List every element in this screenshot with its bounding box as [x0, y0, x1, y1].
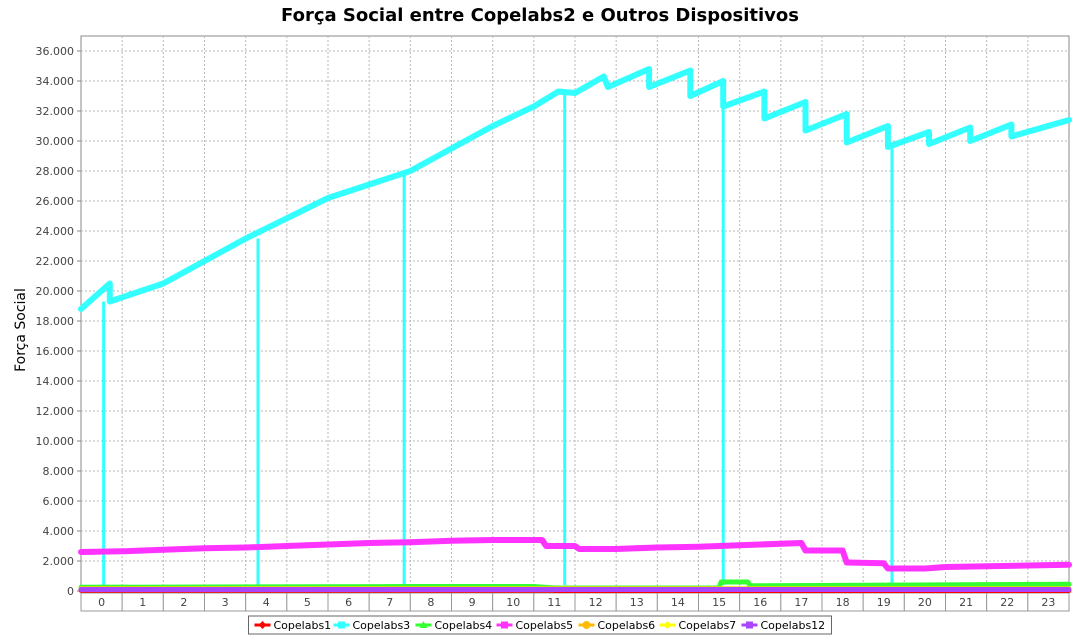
x-tick-label: 2 — [180, 596, 187, 609]
x-tick-label: 5 — [304, 596, 311, 609]
y-tick-label: 16.000 — [36, 345, 75, 358]
x-tick-label: 11 — [547, 596, 561, 609]
y-tick-label: 32.000 — [36, 105, 75, 118]
x-tick-label: 13 — [630, 596, 644, 609]
x-tick-label: 8 — [427, 596, 434, 609]
y-tick-label: 12.000 — [36, 405, 75, 418]
legend[interactable]: Copelabs1 Copelabs3 Copelabs4 Copelabs5 Cope… — [248, 615, 832, 635]
legend-label: Copelabs5 — [516, 619, 574, 632]
x-tick-label: 15 — [712, 596, 726, 609]
x-tick-label: 3 — [222, 596, 229, 609]
legend-item-copelabs4[interactable]: Copelabs4 — [415, 619, 493, 632]
legend-label: Copelabs1 — [274, 619, 332, 632]
x-tick-label: 4 — [263, 596, 270, 609]
y-tick-label: 0 — [67, 585, 74, 598]
legend-marker-icon — [746, 621, 753, 629]
legend-item-copelabs12[interactable]: Copelabs12 — [741, 619, 826, 632]
x-tick-label: 12 — [589, 596, 603, 609]
series-line — [78, 66, 1072, 312]
y-tick-label: 8.000 — [43, 465, 75, 478]
x-tick-label: 23 — [1041, 596, 1055, 609]
x-tick-label: 0 — [98, 596, 105, 609]
y-axis-label: Força Social — [13, 288, 29, 372]
y-tick-label: 22.000 — [36, 255, 75, 268]
legend-label: Copelabs3 — [353, 619, 411, 632]
x-tick-label: 22 — [1000, 596, 1014, 609]
legend-marker-icon — [258, 621, 267, 629]
x-tick-label: 14 — [671, 596, 685, 609]
legend-label: Copelabs7 — [679, 619, 737, 632]
legend-item-copelabs7[interactable]: Copelabs7 — [659, 619, 737, 632]
legend-item-copelabs3[interactable]: Copelabs3 — [333, 619, 411, 632]
legend-frame — [248, 615, 832, 635]
y-tick-label: 20.000 — [36, 285, 75, 298]
series-copelabs5 — [78, 537, 1072, 572]
y-tick-label: 6.000 — [43, 495, 75, 508]
y-tick-label: 14.000 — [36, 375, 75, 388]
y-tick-label: 24.000 — [36, 225, 75, 238]
chart-title: Força Social entre Copelabs2 e Outros Di… — [281, 5, 799, 26]
y-tick-label: 36.000 — [36, 45, 75, 58]
y-tick-label: 26.000 — [36, 195, 75, 208]
series-group — [78, 66, 1072, 593]
y-tick-label: 18.000 — [36, 315, 75, 328]
y-tick-label: 34.000 — [36, 75, 75, 88]
x-tick-label: 7 — [386, 596, 393, 609]
legend-label: Copelabs12 — [761, 619, 826, 632]
y-tick-label: 28.000 — [36, 165, 75, 178]
legend-marker-icon — [663, 621, 672, 629]
x-tick-label: 18 — [836, 596, 850, 609]
legend-marker-icon — [419, 621, 428, 628]
x-tick-label: 1 — [139, 596, 146, 609]
y-tick-label: 30.000 — [36, 135, 75, 148]
legend-label: Copelabs4 — [435, 619, 493, 632]
x-tick-label: 19 — [877, 596, 891, 609]
x-tick-label: 17 — [794, 596, 808, 609]
plot-area — [80, 35, 1070, 592]
x-tick-label: 10 — [506, 596, 520, 609]
y-tick-label: 2.000 — [43, 555, 75, 568]
legend-item-copelabs6[interactable]: Copelabs6 — [578, 619, 656, 632]
x-tick-label: 21 — [959, 596, 973, 609]
x-tick-label: 20 — [918, 596, 932, 609]
legend-item-copelabs1[interactable]: Copelabs1 — [254, 619, 332, 632]
axes: 0 2.000 4.000 6.000 8.000 10.000 12.000 14.000 1… — [36, 45, 1070, 612]
legend-item-copelabs5[interactable]: Copelabs5 — [496, 619, 574, 632]
legend-marker-icon — [501, 621, 508, 629]
x-tick-label: 16 — [753, 596, 767, 609]
legend-marker-icon — [338, 621, 345, 629]
x-tick-label: 6 — [345, 596, 352, 609]
y-tick-label: 4.000 — [43, 525, 75, 538]
legend-marker-icon — [582, 621, 591, 629]
y-tick-label: 10.000 — [36, 435, 75, 448]
x-tick-label: 9 — [469, 596, 476, 609]
legend-label: Copelabs6 — [598, 619, 656, 632]
series-copelabs3 — [78, 66, 1072, 585]
series-line — [78, 537, 1072, 572]
